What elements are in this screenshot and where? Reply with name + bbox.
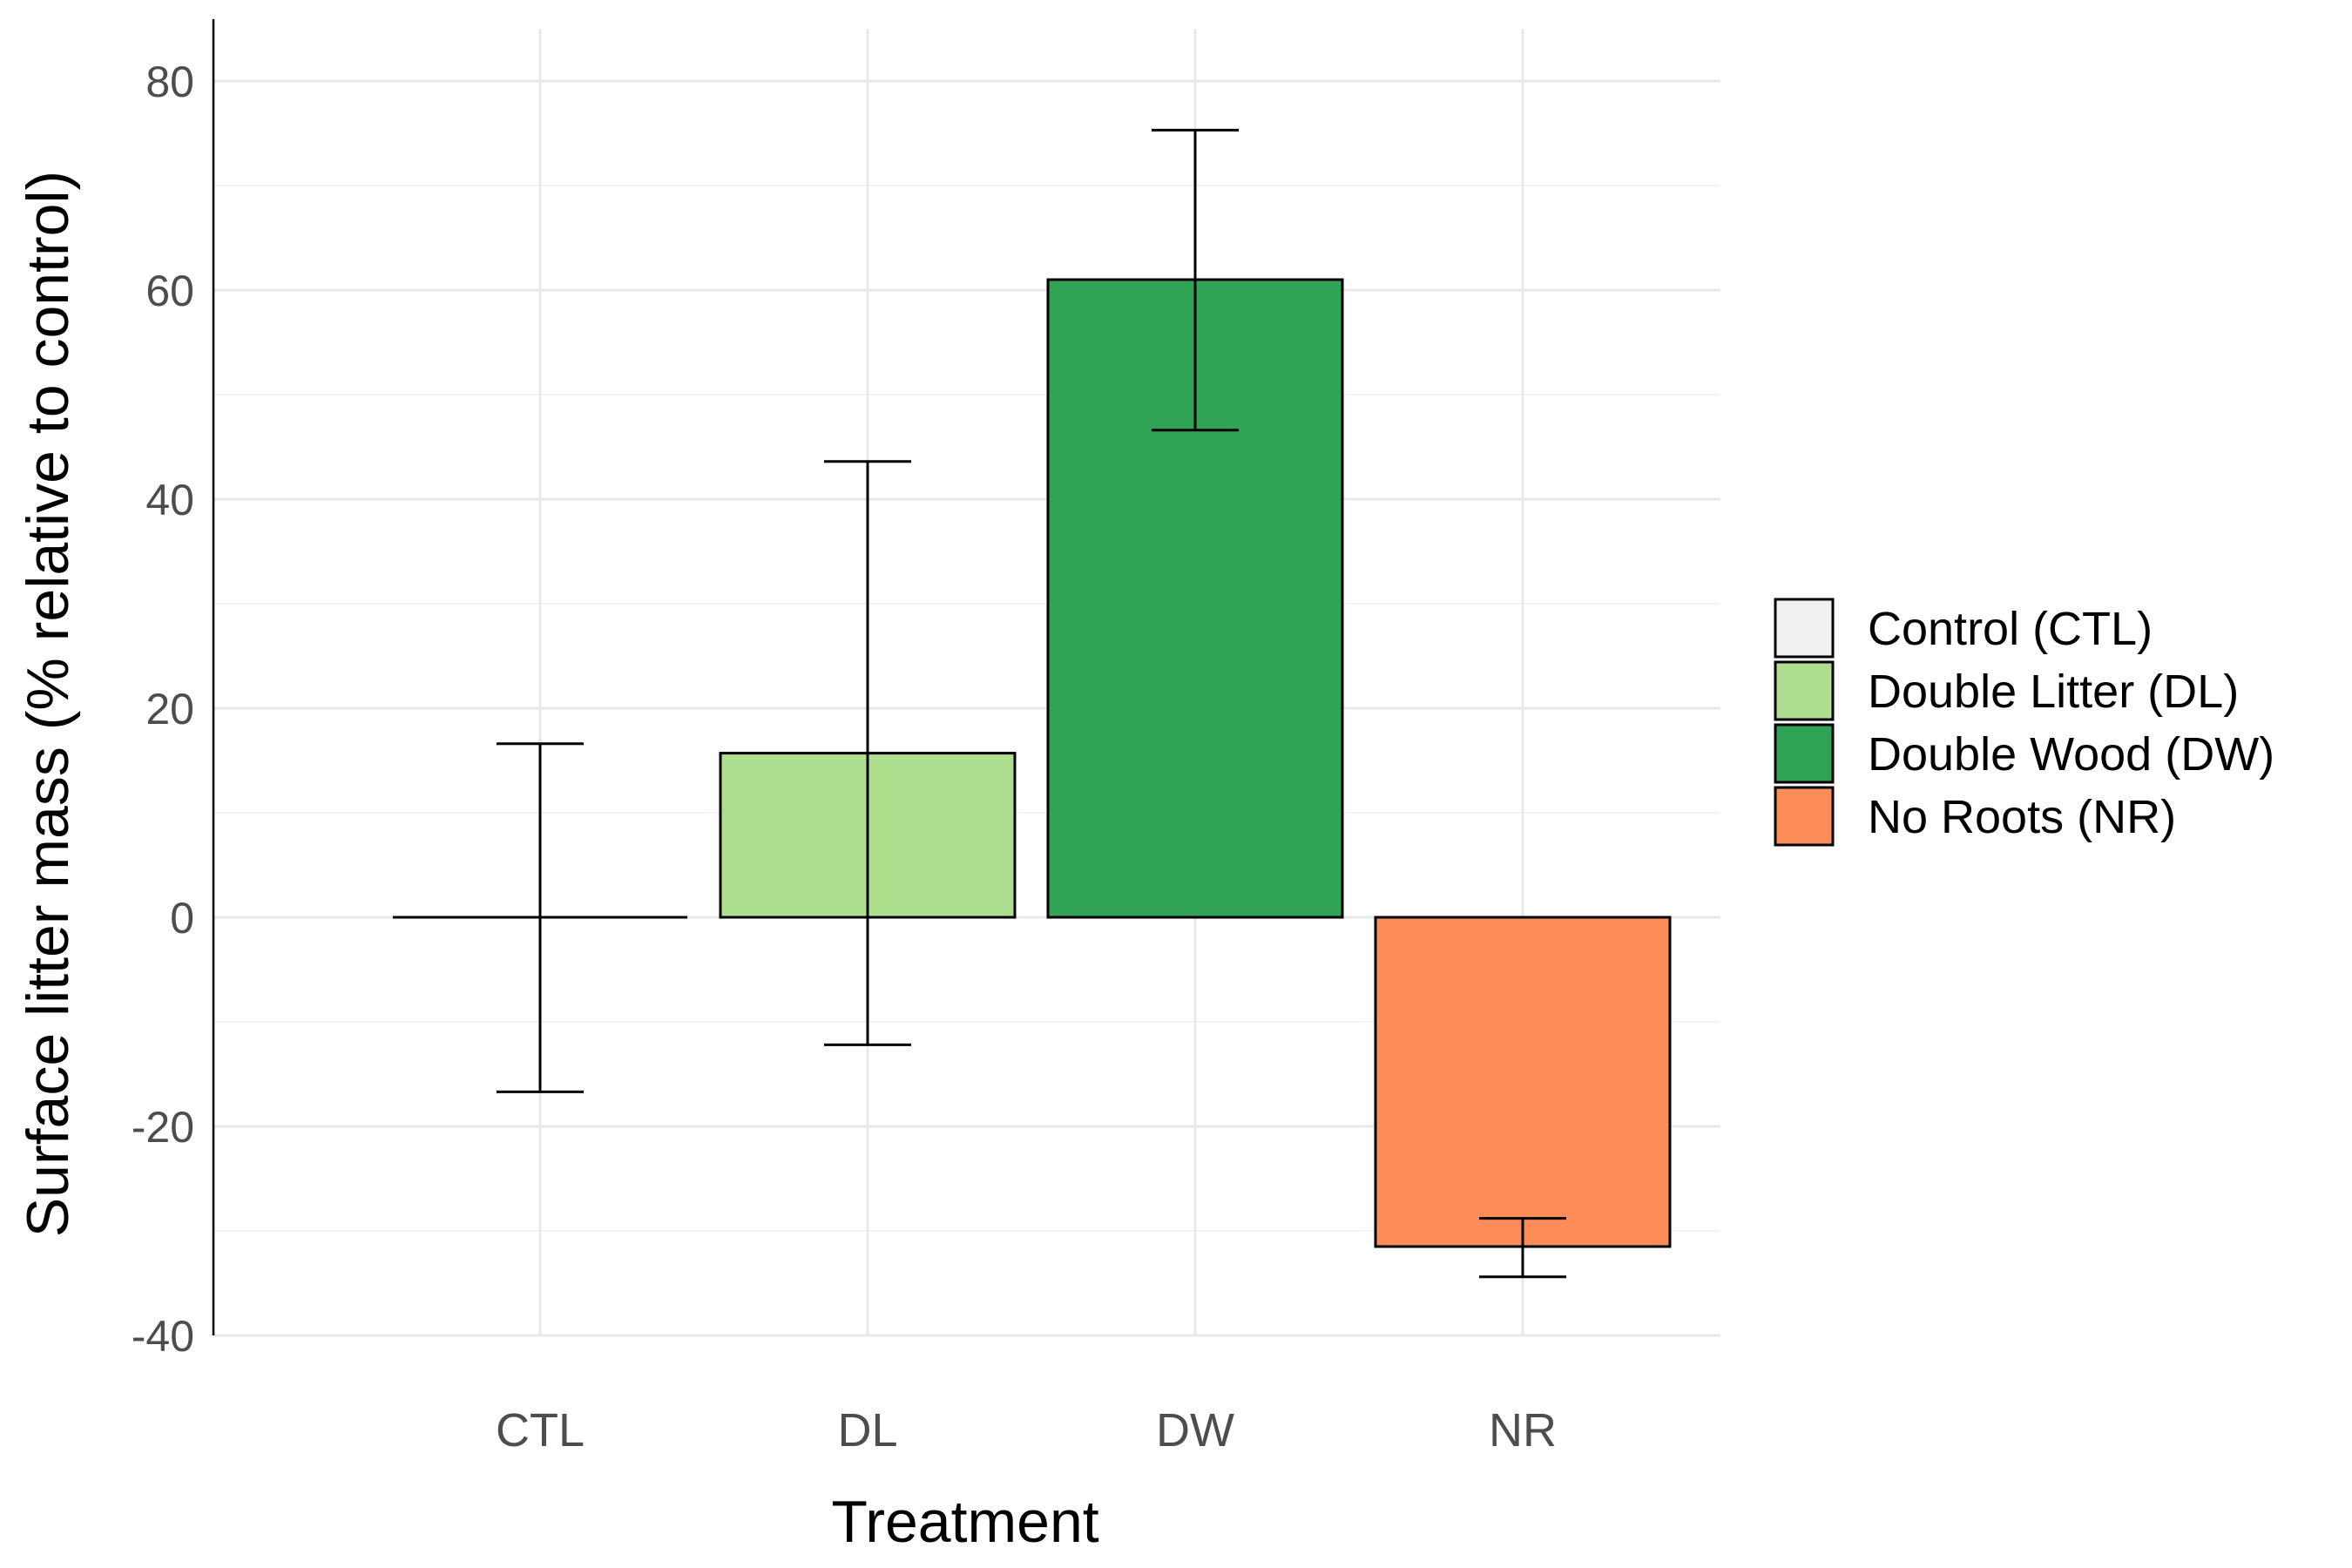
error-bar-ctl <box>497 742 584 1093</box>
legend-entry: No Roots (NR) <box>1774 786 2176 847</box>
bars <box>393 278 1672 1248</box>
error-bar-dl <box>824 460 911 1046</box>
legend-label: No Roots (NR) <box>1868 791 2176 843</box>
x-tick-label-dw: DW <box>1156 1404 1234 1456</box>
y-tick-label: 0 <box>170 894 194 943</box>
legend-label: Double Litter (DL) <box>1868 666 2239 718</box>
error-bar-nr <box>1479 1217 1566 1279</box>
legend-swatch <box>1774 786 1835 847</box>
legend: Control (CTL) Double Litter (DL) Double Wo… <box>1774 598 2274 847</box>
bar-nr <box>1374 916 1672 1248</box>
y-tick-label: 40 <box>145 476 194 524</box>
y-axis-title: Surface litter mass (% relative to contr… <box>15 171 81 1237</box>
legend-swatch <box>1774 660 1835 721</box>
error-bars <box>497 128 1566 1279</box>
y-tick-label: 80 <box>145 57 194 106</box>
y-tick-label: 60 <box>145 267 194 315</box>
legend-entry: Double Litter (DL) <box>1774 660 2239 721</box>
x-tick-labels: CTL DL DW NR <box>496 1404 1557 1456</box>
legend-swatch <box>1774 598 1835 659</box>
x-tick-label-dl: DL <box>837 1404 897 1456</box>
legend-entry: Control (CTL) <box>1774 598 2153 659</box>
x-tick-label-ctl: CTL <box>496 1404 585 1456</box>
y-tick-labels: -40 -20 0 20 40 60 80 <box>132 57 194 1361</box>
x-tick-label-nr: NR <box>1489 1404 1557 1456</box>
y-tick-label: 20 <box>145 685 194 733</box>
y-tick-label: -20 <box>132 1103 194 1152</box>
y-tick-label: -40 <box>132 1312 194 1361</box>
legend-entry: Double Wood (DW) <box>1774 723 2274 784</box>
legend-label: Control (CTL) <box>1868 603 2153 655</box>
x-axis-title: Treatment <box>831 1489 1098 1555</box>
legend-swatch <box>1774 723 1835 784</box>
error-bar-dw <box>1152 128 1239 432</box>
legend-label: Double Wood (DW) <box>1868 728 2274 781</box>
